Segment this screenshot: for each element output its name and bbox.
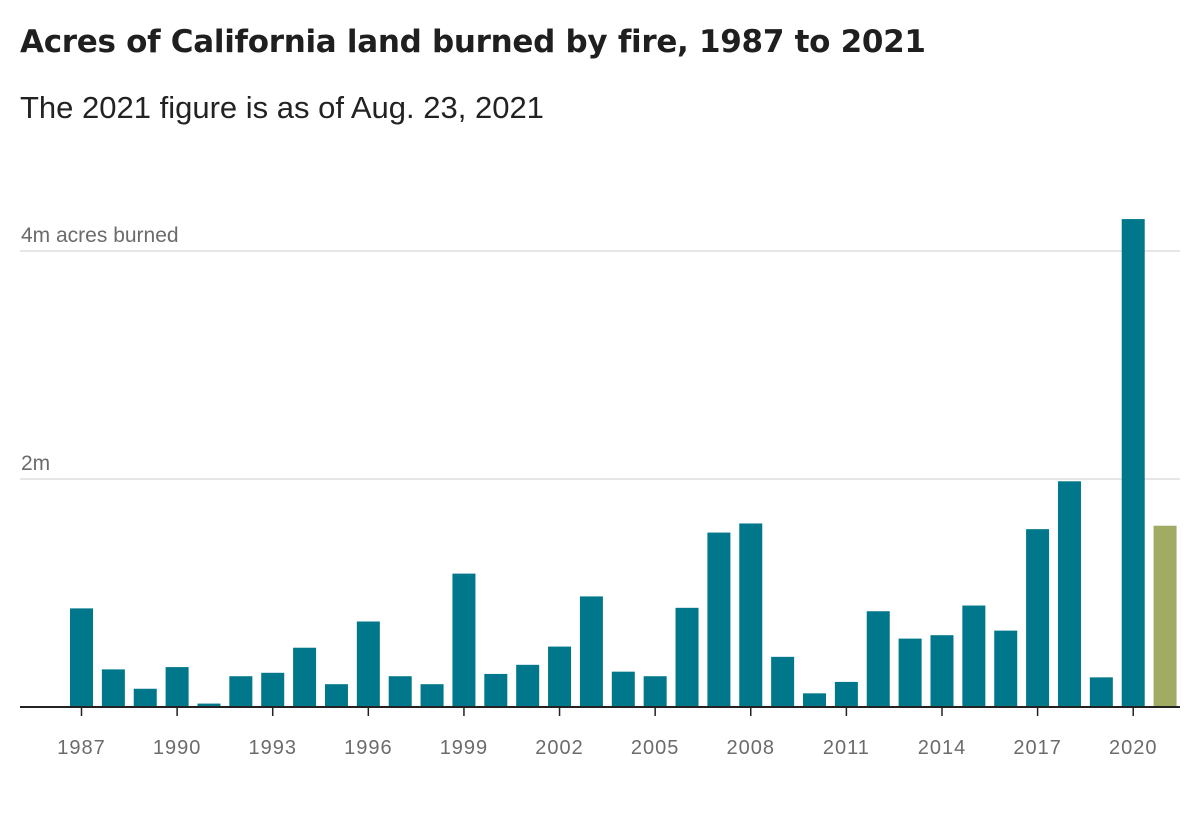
y-axis-label: 4m acres burned [21,224,179,247]
bar-2018 [1057,481,1081,707]
x-axis-label: 1993 [248,737,297,759]
bar-1992 [229,676,253,707]
x-axis-label: 1999 [440,737,489,759]
x-axis-label: 2014 [918,737,967,759]
bar-2014 [930,635,954,707]
bar-1988 [101,669,125,707]
bar-1987 [70,608,93,707]
x-axis-label: 2011 [823,737,870,759]
x-axis-label: 2005 [631,737,680,759]
bar-2008 [739,523,763,707]
x-axis-label: 2008 [727,737,776,759]
bar-1993 [261,672,285,707]
bar-2015 [962,605,986,707]
bar-2006 [675,607,699,707]
bar-1999 [452,573,476,707]
bar-2007 [707,532,731,707]
bar-2009 [771,656,795,707]
bar-1995 [324,684,348,707]
x-axis-label: 1996 [344,737,393,759]
x-axis-label: 1987 [57,737,106,759]
bar-2020 [1121,219,1145,707]
bar-2019 [1089,677,1113,707]
bar-2021 [1153,525,1177,707]
bar-2016 [994,630,1018,707]
chart-subtitle: The 2021 figure is as of Aug. 23, 2021 [20,90,544,125]
bar-1991 [197,703,221,707]
bar-2011 [834,681,858,707]
x-axis-ticks [80,707,1134,716]
bar-2017 [1026,529,1050,707]
x-axis-label: 2002 [535,737,584,759]
bar-2012 [866,611,890,707]
bar-2002 [548,646,572,707]
chart-title: Acres of California land burned by fire,… [20,24,926,60]
y-axis-label: 2m [21,452,50,475]
bar-1990 [165,667,189,707]
x-axis-label: 2020 [1109,737,1158,759]
bar-1989 [133,688,157,707]
x-axis-labels: 1987 1990 1993 1996 1999 2002 2005 2008 2011 2014… [57,737,1158,759]
bar-2001 [516,664,540,707]
bar-1994 [293,647,317,707]
bar-1998 [420,684,444,707]
y-axis-labels: 2m 4m acres burned [21,224,179,475]
bar-2010 [803,693,827,707]
bar-1997 [388,676,412,707]
x-axis-label: 2017 [1013,737,1062,759]
bar-2003 [579,596,603,707]
bar-2000 [484,673,508,707]
bars [70,219,1177,707]
bar-2004 [611,671,635,707]
bar-2013 [898,638,922,707]
x-axis-label: 1990 [153,737,202,759]
bar-1996 [356,621,380,707]
gridlines [20,250,1180,480]
bar-2005 [643,676,667,707]
